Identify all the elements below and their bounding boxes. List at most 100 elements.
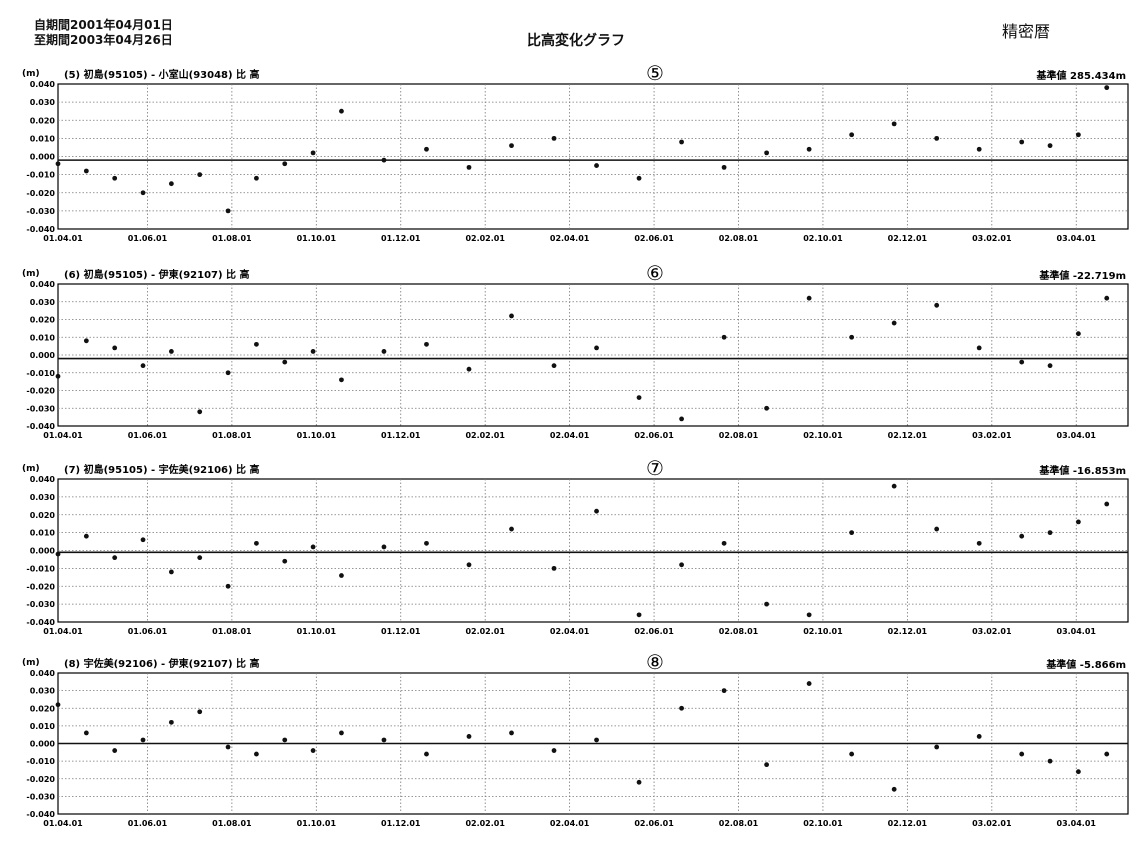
x-tick-label: 03.02.01 bbox=[972, 234, 1012, 243]
panel-title: (8) 宇佐美(92106) - 伊東(92107) 比 高 bbox=[64, 657, 260, 670]
panel-title: (6) 初島(95105) - 伊東(92107) 比 高 bbox=[64, 268, 250, 281]
data-point bbox=[594, 508, 599, 514]
data-point bbox=[424, 146, 429, 152]
data-point bbox=[934, 135, 940, 141]
x-tick-label: 02.06.01 bbox=[634, 627, 674, 636]
x-tick-label: 02.02.01 bbox=[465, 627, 505, 636]
reference-value: 基準値 285.434m bbox=[1036, 69, 1126, 82]
x-tick-label: 01.04.01 bbox=[43, 627, 83, 636]
data-point bbox=[806, 295, 812, 301]
y-tick-label: -0.030 bbox=[26, 600, 55, 609]
x-tick-label: 01.12.01 bbox=[381, 234, 421, 243]
data-point bbox=[636, 612, 642, 618]
data-point bbox=[636, 779, 642, 785]
x-tick-label: 01.06.01 bbox=[128, 819, 168, 828]
data-point bbox=[1104, 751, 1110, 757]
y-tick-label: 0.040 bbox=[30, 80, 56, 89]
y-tick-label: 0.010 bbox=[30, 134, 56, 143]
data-point bbox=[679, 416, 684, 422]
data-point bbox=[168, 181, 174, 187]
data-point bbox=[1104, 295, 1110, 301]
y-tick-label: -0.020 bbox=[26, 775, 55, 784]
precision-label: 精密暦 bbox=[1002, 22, 1051, 41]
x-tick-label: 02.04.01 bbox=[550, 234, 590, 243]
data-point bbox=[83, 338, 89, 344]
y-tick-label: 0.010 bbox=[30, 529, 56, 538]
data-point bbox=[551, 363, 557, 369]
y-tick-label: 0.000 bbox=[30, 351, 56, 360]
data-point bbox=[55, 161, 61, 167]
x-tick-label: 01.06.01 bbox=[128, 627, 168, 636]
data-point bbox=[140, 363, 146, 369]
data-point bbox=[83, 730, 89, 736]
y-tick-label: 0.040 bbox=[30, 475, 56, 484]
y-tick-label: 0.020 bbox=[30, 704, 56, 713]
data-point bbox=[112, 345, 118, 351]
data-point bbox=[849, 334, 855, 340]
x-tick-label: 02.12.01 bbox=[888, 627, 928, 636]
data-point bbox=[55, 551, 61, 557]
data-point bbox=[764, 150, 770, 156]
data-point bbox=[849, 751, 855, 757]
x-tick-label: 02.10.01 bbox=[803, 234, 843, 243]
data-point bbox=[1047, 530, 1053, 536]
period-from: 自期間2001年04月01日 bbox=[34, 18, 173, 32]
data-point bbox=[381, 157, 387, 163]
data-point bbox=[140, 737, 146, 743]
x-tick-label: 01.12.01 bbox=[381, 627, 421, 636]
x-tick-label: 02.12.01 bbox=[888, 819, 928, 828]
y-tick-label: 0.000 bbox=[30, 740, 56, 749]
data-point bbox=[310, 150, 316, 156]
x-tick-label: 02.04.01 bbox=[550, 819, 590, 828]
y-tick-label: -0.010 bbox=[26, 369, 55, 378]
unit-label: (m) bbox=[22, 269, 40, 279]
x-tick-label: 03.04.01 bbox=[1057, 819, 1097, 828]
y-tick-label: 0.020 bbox=[30, 116, 56, 125]
data-point bbox=[424, 751, 429, 757]
data-point bbox=[339, 573, 344, 578]
x-tick-label: 02.12.01 bbox=[888, 431, 928, 440]
y-tick-label: -0.020 bbox=[26, 189, 55, 198]
data-point bbox=[112, 748, 118, 753]
period-range: 自期間2001年04月01日 至期間2003年04月26日 bbox=[34, 18, 173, 48]
data-point bbox=[1075, 519, 1081, 525]
x-tick-label: 02.08.01 bbox=[719, 819, 759, 828]
y-tick-label: -0.010 bbox=[26, 171, 55, 180]
data-point bbox=[112, 555, 118, 561]
data-point bbox=[764, 762, 770, 768]
data-point bbox=[721, 540, 727, 546]
data-point bbox=[254, 751, 259, 757]
data-point bbox=[806, 681, 812, 686]
data-point bbox=[282, 737, 288, 743]
x-tick-label: 02.08.01 bbox=[719, 234, 759, 243]
x-tick-label: 02.10.01 bbox=[803, 431, 843, 440]
x-tick-label: 02.06.01 bbox=[634, 819, 674, 828]
data-point bbox=[1104, 85, 1110, 91]
data-point bbox=[636, 175, 642, 181]
data-point bbox=[381, 349, 387, 354]
data-point bbox=[934, 744, 940, 750]
y-tick-label: -0.020 bbox=[26, 582, 55, 591]
chart-panel-6: (m) (6) 初島(95105) - 伊東(92107) 比 高 ⑥ 基準値 -22… bbox=[22, 261, 1129, 440]
panel-number-badge: ⑦ bbox=[646, 456, 664, 480]
data-point bbox=[764, 405, 770, 411]
x-tick-label: 01.08.01 bbox=[212, 234, 252, 243]
x-tick-label: 02.10.01 bbox=[803, 627, 843, 636]
x-tick-label: 03.02.01 bbox=[972, 627, 1012, 636]
panel-number-badge: ⑧ bbox=[646, 650, 664, 674]
x-tick-label: 01.04.01 bbox=[43, 234, 83, 243]
data-point bbox=[310, 544, 316, 550]
data-point bbox=[1104, 501, 1110, 507]
x-tick-label: 01.08.01 bbox=[212, 627, 252, 636]
data-point bbox=[310, 349, 316, 354]
x-tick-label: 01.04.01 bbox=[43, 819, 83, 828]
data-point bbox=[254, 175, 259, 181]
chart-panel-7: (m) (7) 初島(95105) - 宇佐美(92106) 比 高 ⑦ 基準値 -1… bbox=[22, 456, 1129, 636]
y-tick-label: -0.040 bbox=[26, 225, 55, 234]
panel-title: (7) 初島(95105) - 宇佐美(92106) 比 高 bbox=[64, 463, 260, 476]
chart-panel-5: (m) (5) 初島(95105) - 小室山(93048) 比 高 ⑤ 基準値 28… bbox=[22, 61, 1129, 243]
y-tick-label: 0.040 bbox=[30, 280, 56, 289]
x-tick-label: 01.12.01 bbox=[381, 431, 421, 440]
x-tick-label: 01.10.01 bbox=[297, 627, 337, 636]
data-point bbox=[1075, 331, 1081, 337]
